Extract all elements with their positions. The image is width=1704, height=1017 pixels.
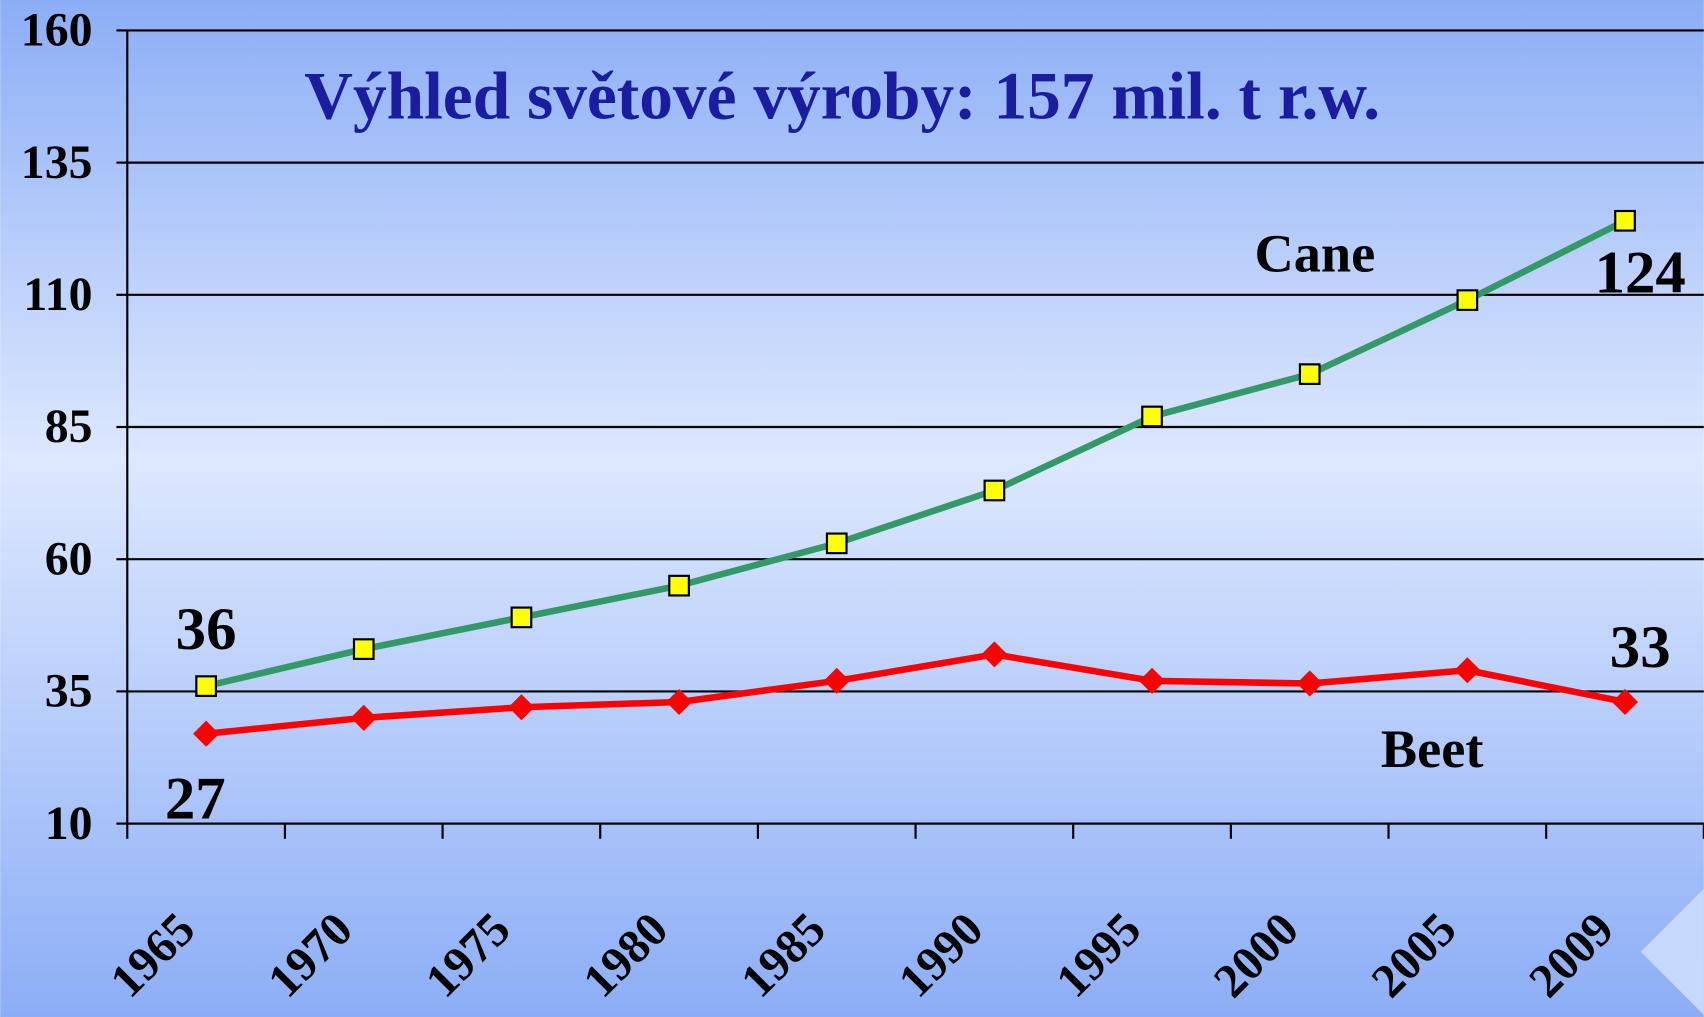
series-line bbox=[205, 651, 1626, 737]
data-label: 33 bbox=[1610, 614, 1671, 681]
y-tick-label: 85 bbox=[45, 400, 93, 453]
series-name: Beet bbox=[1381, 719, 1484, 779]
marker bbox=[1611, 688, 1639, 716]
y-tick-label: 110 bbox=[23, 268, 92, 321]
marker bbox=[193, 720, 220, 747]
marker bbox=[195, 675, 217, 697]
y-tick-label: 160 bbox=[21, 4, 93, 57]
y-tick-label: 60 bbox=[45, 532, 93, 585]
y-tick-label: 35 bbox=[45, 665, 93, 718]
marker bbox=[1614, 209, 1636, 232]
data-label: 27 bbox=[165, 765, 226, 832]
data-label: 36 bbox=[176, 596, 237, 663]
series-name: Cane bbox=[1255, 224, 1376, 284]
marker bbox=[1298, 363, 1321, 385]
marker bbox=[983, 479, 1006, 502]
marker bbox=[825, 532, 848, 555]
y-tick-label: 135 bbox=[21, 136, 93, 189]
marker bbox=[666, 688, 693, 716]
marker bbox=[1456, 289, 1479, 311]
marker bbox=[1141, 405, 1163, 428]
marker bbox=[668, 574, 690, 597]
marker bbox=[510, 606, 533, 629]
marker bbox=[352, 638, 375, 660]
series-line bbox=[205, 217, 1627, 690]
marker bbox=[981, 641, 1008, 668]
data-label: 124 bbox=[1595, 239, 1686, 306]
decoration bbox=[1640, 888, 1704, 1015]
y-tick-label: 10 bbox=[45, 797, 93, 850]
chart-title: Výhled světové výroby: 157 mil. t r.w. bbox=[304, 59, 1380, 134]
marker bbox=[1454, 657, 1481, 684]
marker bbox=[350, 704, 377, 731]
